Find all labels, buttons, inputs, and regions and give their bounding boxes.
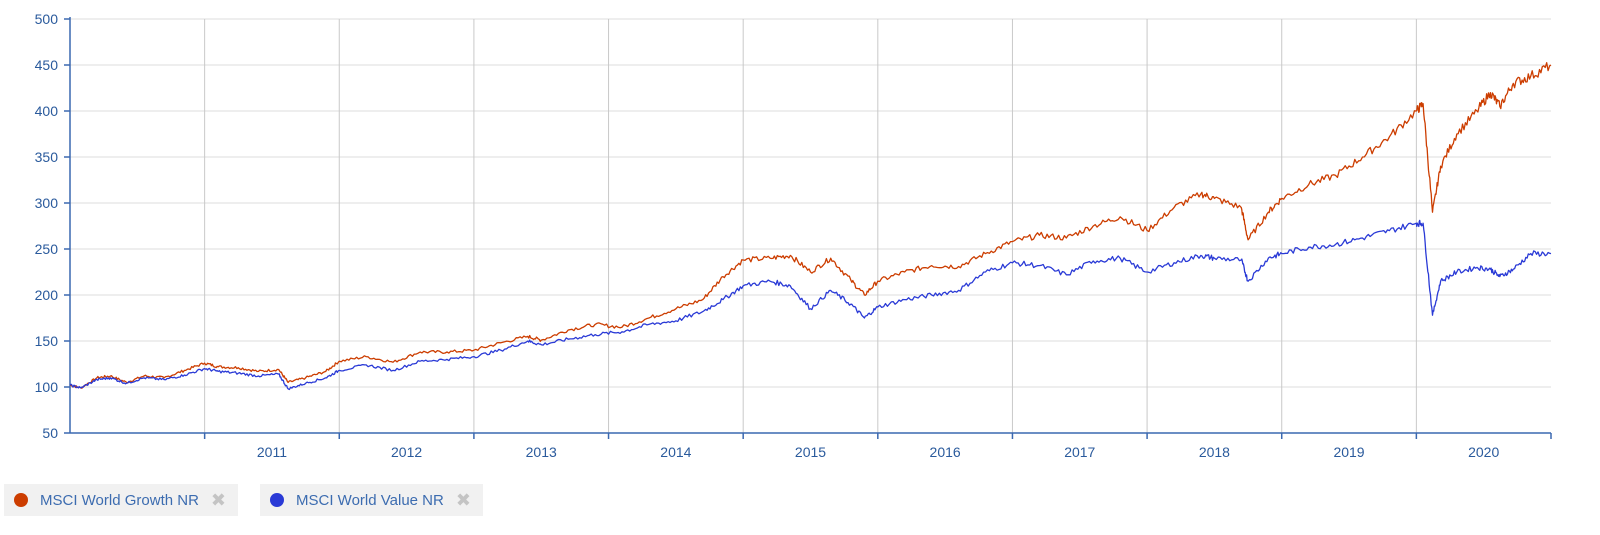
y-tick-label: 300 — [35, 195, 59, 211]
y-tick-label: 150 — [35, 333, 59, 349]
legend-item-value[interactable]: MSCI World Value NR ✖ — [260, 484, 483, 516]
series-lines — [69, 62, 1552, 391]
x-axis: 2011 2012 2013 2014 2015 2016 2017 2018 2019 2020 — [70, 432, 1552, 460]
close-icon[interactable]: ✖ — [210, 489, 227, 510]
x-tick-label: 2014 — [660, 444, 691, 460]
x-tick-label: 2015 — [795, 444, 826, 460]
x-tick-label: 2019 — [1333, 444, 1364, 460]
y-tick-label: 50 — [42, 425, 58, 441]
x-tick-label: 2013 — [526, 444, 557, 460]
x-tick-label: 2020 — [1468, 444, 1499, 460]
y-tick-label: 350 — [35, 149, 59, 165]
x-tick-label: 2018 — [1199, 444, 1230, 460]
legend-item-growth[interactable]: MSCI World Growth NR ✖ — [4, 484, 239, 516]
y-tick-label: 250 — [35, 241, 59, 257]
series-line-1 — [69, 219, 1552, 391]
grid — [70, 18, 1551, 433]
y-axis: 50 100 150 200 250 300 350 400 450 500 — [35, 11, 71, 441]
close-icon[interactable]: ✖ — [455, 489, 471, 510]
y-tick-label: 450 — [35, 57, 59, 73]
x-tick-label: 2016 — [930, 444, 961, 460]
y-tick-label: 200 — [35, 287, 59, 303]
y-tick-label: 500 — [35, 11, 59, 27]
y-tick-label: 100 — [35, 379, 59, 395]
legend-dot-icon — [270, 493, 285, 507]
legend-dot-icon — [14, 493, 28, 507]
x-tick-label: 2017 — [1064, 444, 1095, 460]
legend-label: MSCI World Value NR — [296, 491, 444, 509]
legend: MSCI World Growth NR ✖ MSCI World Value … — [4, 484, 483, 516]
series-line-0 — [69, 62, 1552, 389]
legend-label: MSCI World Growth NR — [40, 491, 199, 509]
y-tick-label: 400 — [35, 103, 59, 119]
x-tick-label: 2011 — [257, 444, 287, 460]
x-tick-label: 2012 — [391, 444, 422, 460]
